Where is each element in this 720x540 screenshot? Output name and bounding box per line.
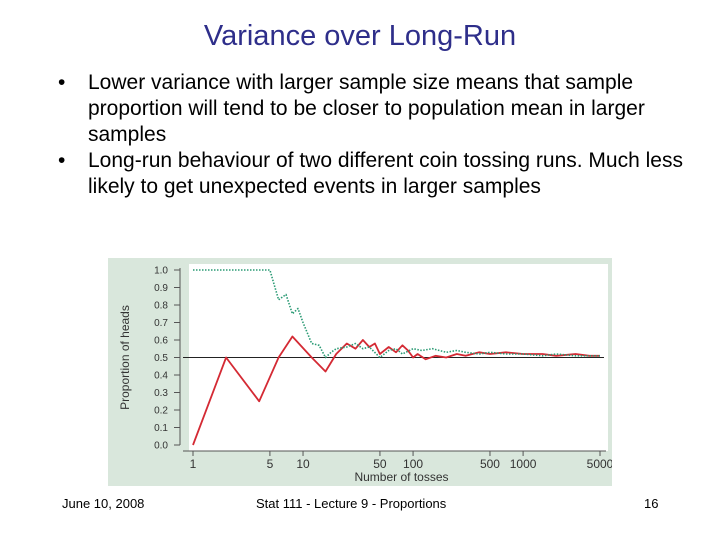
y-tick-label: 0.7 xyxy=(154,318,168,329)
x-tick-label: 5000 xyxy=(587,457,612,471)
y-tick-label: 1.0 xyxy=(154,266,168,277)
x-tick-label: 100 xyxy=(403,457,423,471)
bullet-text: Lower variance with larger sample size m… xyxy=(88,71,645,146)
footer-course: Stat 111 - Lecture 9 - Proportions xyxy=(256,496,447,511)
bullet-item: • Long-run behaviour of two different co… xyxy=(58,148,698,200)
bullet-dot: • xyxy=(58,149,66,172)
series-run-2-line xyxy=(193,269,600,359)
x-tick-label: 1000 xyxy=(510,457,537,471)
y-tick-label: 0.0 xyxy=(154,441,168,452)
y-tick-label: 0.4 xyxy=(154,371,168,382)
bullet-list: • Lower variance with larger sample size… xyxy=(58,70,698,200)
y-axis-label: Proportion of heads xyxy=(118,305,132,410)
y-tick-label: 0.2 xyxy=(154,406,168,417)
slide-title: Variance over Long-Run xyxy=(203,20,517,52)
y-tick-label: 0.8 xyxy=(154,301,168,312)
series-run-1-line xyxy=(192,335,600,446)
coin-toss-chart: 0.0 0.1 0.2 0.3 0.4 0.5 0.6 0.7 0.8 0.9 1.0 1 5 10 50 1… xyxy=(118,264,612,484)
bullet-item: • Lower variance with larger sample size… xyxy=(58,70,698,148)
footer-page-number: 16 xyxy=(644,496,659,511)
y-tick-label: 0.3 xyxy=(154,388,168,399)
y-tick-label: 0.5 xyxy=(154,353,168,364)
y-tick-label: 0.1 xyxy=(154,423,168,434)
y-tick-label: 0.9 xyxy=(154,283,168,294)
x-axis-label: Number of tosses xyxy=(354,470,448,484)
chart-panel: 0.0 0.1 0.2 0.3 0.4 0.5 0.6 0.7 0.8 0.9 1.0 1 5 10 50 1… xyxy=(108,258,612,486)
x-tick-label: 10 xyxy=(296,457,310,471)
footer-date: June 10, 2008 xyxy=(62,496,145,511)
x-tick-label: 50 xyxy=(373,457,387,471)
bullet-dot: • xyxy=(58,71,66,94)
bullet-text: Long-run behaviour of two different coin… xyxy=(88,149,683,198)
y-tick-label: 0.6 xyxy=(154,336,168,347)
x-tick-label: 500 xyxy=(480,457,500,471)
x-tick-label: 1 xyxy=(190,457,197,471)
x-tick-label: 5 xyxy=(267,457,274,471)
